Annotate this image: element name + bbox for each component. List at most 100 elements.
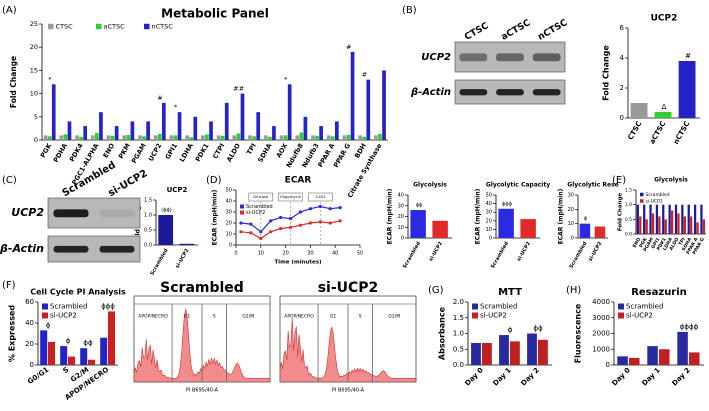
y-tick-label: 60 <box>25 298 34 306</box>
x-tick-label: CTSC <box>626 120 643 141</box>
bar <box>100 337 108 365</box>
flow-histogram <box>279 317 417 383</box>
x-tick-label: Scrambled <box>568 240 588 269</box>
bar <box>689 352 700 365</box>
x-tick-label: TPI <box>245 142 258 156</box>
chart-title: Cell Cycle PI Analysis <box>30 288 126 297</box>
annotation: # <box>362 71 367 79</box>
point <box>279 226 283 231</box>
injection-label: Oligomycin <box>280 194 302 199</box>
bar <box>268 136 272 140</box>
annotation: ϕϕϕ <box>502 201 513 207</box>
bar <box>482 342 492 365</box>
legend-label: si-UCP2 <box>246 210 265 216</box>
chart-title: MTT <box>498 287 522 298</box>
bar <box>173 135 178 140</box>
bar <box>639 216 642 234</box>
y-tick-label: 40 <box>398 193 404 199</box>
x-tick-label: PGAM <box>130 142 148 165</box>
y-tick-label: 6 <box>620 24 625 32</box>
bar <box>201 135 205 140</box>
blot-band <box>532 89 561 96</box>
y-tick-label: 0.5 <box>453 345 464 353</box>
blot-band <box>99 209 135 218</box>
point <box>308 207 312 211</box>
bar <box>346 134 351 140</box>
bar <box>693 204 697 234</box>
bar <box>193 116 198 140</box>
panel-label: (C) <box>2 175 17 186</box>
chart-title: Glycolytic Capacity <box>486 182 550 189</box>
y-tick-label: 3000 <box>592 314 610 322</box>
bar <box>645 219 648 234</box>
bar <box>47 136 52 140</box>
bar <box>527 333 537 365</box>
annotation: ## <box>233 85 244 93</box>
y-axis-label: Fluorescence <box>574 303 583 363</box>
x-tick-label: 40 <box>332 251 338 257</box>
x-tick-label: 0 <box>234 251 237 257</box>
bar <box>690 216 693 234</box>
x-tick-label: PGK <box>39 141 54 159</box>
panel-label: (B) <box>402 5 417 16</box>
bar <box>677 331 688 365</box>
y-tick-label: 0 <box>401 236 404 242</box>
legend-swatch <box>618 312 624 319</box>
injection-box <box>308 192 333 202</box>
bar <box>63 134 68 140</box>
y-tick-label: 4000 <box>592 298 610 306</box>
bar <box>158 215 174 245</box>
y-tick-label: 0.0 <box>453 361 464 369</box>
y-tick-label: 1.0 <box>453 330 464 338</box>
flow-x-label: PI B695/40-A <box>332 388 365 394</box>
point <box>338 206 342 210</box>
y-tick-label: 50 <box>226 188 232 194</box>
annotation: Δ <box>662 103 667 111</box>
y-tick-label: 4 <box>620 54 625 62</box>
bar <box>287 84 292 140</box>
chart-title: Glycolysis <box>413 182 447 189</box>
bar <box>662 204 665 234</box>
injection-label: Glucose <box>253 194 269 199</box>
y-tick-label: 0 <box>620 114 624 122</box>
legend-swatch <box>240 210 244 215</box>
x-tick-label: nCTSC <box>672 120 691 146</box>
bar <box>330 136 335 140</box>
blot-band <box>53 209 89 218</box>
bar <box>51 84 56 140</box>
y-tick-label: 30 <box>398 203 404 209</box>
annotation: * <box>174 103 178 111</box>
y-tick-label: 10 <box>486 227 492 233</box>
annotation: ϕϕ <box>83 339 93 347</box>
bar <box>209 121 213 140</box>
injection-label: 2-DG <box>315 194 325 199</box>
bar <box>687 204 690 234</box>
bar <box>130 121 135 140</box>
x-tick-label: Day 1 <box>640 366 661 387</box>
flow-title: Scrambled <box>160 280 244 296</box>
bar <box>334 121 339 140</box>
bar <box>256 112 261 140</box>
y-axis-label: ECAR (mpH/min) <box>475 188 482 244</box>
flow-gate-label: G1 <box>184 314 190 320</box>
point <box>298 223 303 227</box>
bar <box>700 204 703 234</box>
annotation: * <box>284 75 288 83</box>
chart-title: Glycolytic Rese <box>567 182 618 189</box>
bar <box>664 219 667 234</box>
bar <box>410 210 426 238</box>
bar <box>674 204 678 234</box>
bar <box>520 219 536 238</box>
blot-lane-label: aCTSC <box>500 18 533 43</box>
y-tick-label: 2 <box>620 84 624 92</box>
bar <box>319 126 323 140</box>
bar <box>538 339 548 365</box>
legend-swatch <box>472 303 478 310</box>
x-tick-label: Scrambled <box>402 240 422 269</box>
x-tick-label: S <box>62 366 71 375</box>
legend-swatch <box>640 192 644 197</box>
bar <box>303 116 308 140</box>
bar <box>68 356 76 365</box>
point <box>249 231 253 235</box>
